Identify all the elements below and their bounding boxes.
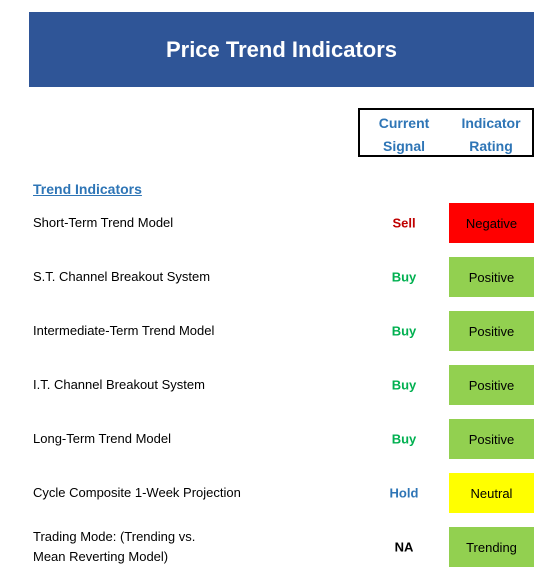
column-header: Indicator Rating (461, 115, 521, 154)
row-label: I.T. Channel Breakout System (33, 377, 205, 392)
signal: Sell (392, 215, 416, 231)
rating-cell: Positive (449, 365, 534, 405)
rating-cell: Positive (449, 311, 534, 351)
row-label: Long-Term Trend Model (33, 431, 172, 446)
column-header-box (358, 108, 534, 157)
rating-cell: Positive (449, 257, 534, 297)
rating-cell: Positive (449, 419, 534, 459)
signal: Buy (391, 269, 417, 285)
row-label: Short-Term Trend Model (33, 215, 174, 230)
rating-cell: Trending (449, 527, 534, 567)
row-label: Cycle Composite 1-Week Projection (33, 485, 241, 500)
column-header: Current Signal (378, 115, 430, 154)
row-label: Intermediate-Term Trend Model (33, 323, 215, 338)
signal: Buy (391, 431, 417, 447)
row-label: Trading Mode: (Trending vs. Mean Reverti… (33, 529, 196, 564)
section-title: Trend Indicators (33, 181, 142, 197)
rating-cell: Negative (449, 203, 534, 243)
row-label: S.T. Channel Breakout System (33, 269, 211, 284)
title-banner: Price Trend Indicators (29, 12, 534, 87)
signal: NA (394, 539, 414, 555)
signal: Hold (389, 485, 419, 501)
rating-cell: Neutral (449, 473, 534, 513)
signal: Buy (391, 323, 417, 339)
signal: Buy (391, 377, 417, 393)
